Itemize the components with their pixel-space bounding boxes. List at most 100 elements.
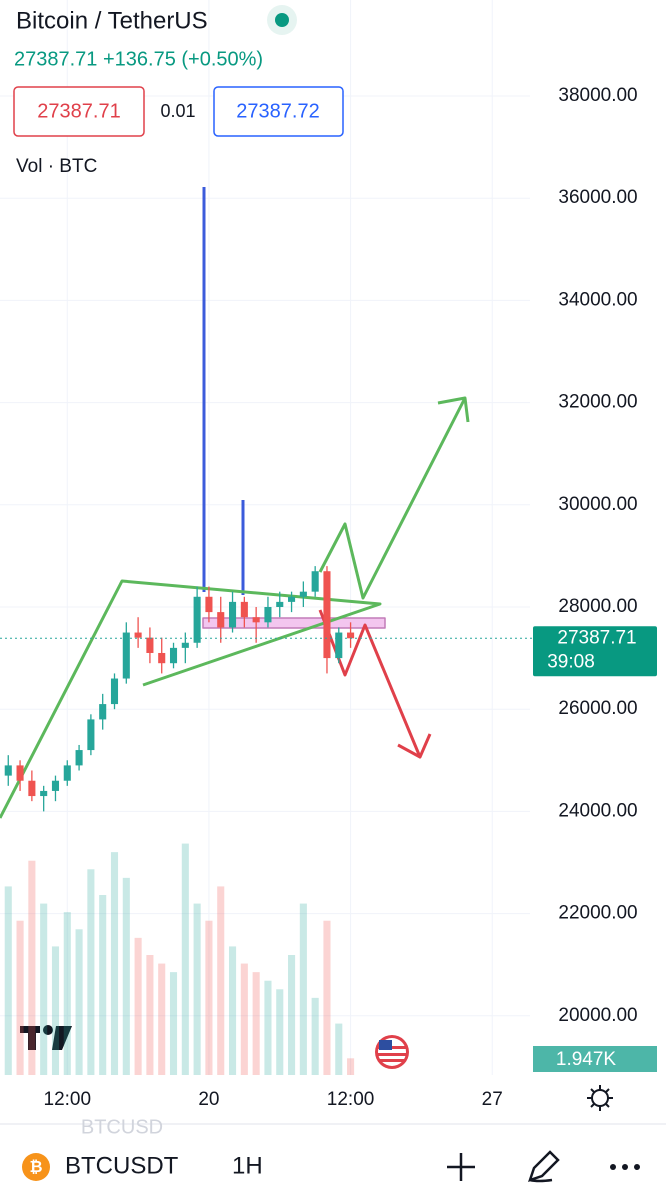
- candle-body: [240, 601, 248, 618]
- candle-body: [75, 750, 83, 766]
- volume-bar: [99, 895, 107, 1075]
- more-icon[interactable]: [610, 1164, 640, 1170]
- candle-body: [51, 780, 60, 791]
- buy-box[interactable]: [213, 86, 344, 137]
- y-tick-label: 26000.00: [558, 698, 637, 719]
- volume-bar: [134, 937, 142, 1075]
- candle-body: [335, 632, 343, 659]
- x-tick-label: 20: [198, 1089, 219, 1110]
- countdown: 39:08: [547, 651, 595, 672]
- up-arrow: [318, 397, 467, 600]
- y-tick-label: 28000.00: [558, 596, 637, 617]
- x-tick-label: 12:00: [327, 1089, 375, 1110]
- volume-bar: [87, 869, 95, 1075]
- volume-bar: [228, 946, 237, 1075]
- toolbar-interval[interactable]: 1H: [232, 1152, 263, 1179]
- price-change: 27387.71 +136.75 (+0.50%): [14, 48, 263, 70]
- volume-bar: [4, 886, 12, 1075]
- y-tick-label: 32000.00: [558, 392, 637, 413]
- x-tick-label: 12:00: [44, 1089, 92, 1110]
- candle-body: [311, 571, 319, 592]
- zone: [202, 617, 386, 629]
- add-icon[interactable]: [447, 1153, 475, 1181]
- logo: [20, 1025, 72, 1050]
- candle-body: [347, 632, 355, 639]
- coin-icon: [22, 1153, 50, 1181]
- sell-box[interactable]: [13, 86, 145, 137]
- candle-body: [276, 601, 284, 607]
- candle-body: [158, 652, 166, 664]
- y-tick-label: 34000.00: [558, 289, 637, 310]
- volume-bar: [347, 1058, 355, 1075]
- candle-body: [16, 765, 24, 781]
- candle-body: [193, 596, 201, 643]
- volume-bar: [335, 1023, 343, 1075]
- volume-bar: [63, 912, 71, 1075]
- arrow-head: [437, 396, 470, 423]
- candle-body: [134, 632, 142, 638]
- volume-bar: [40, 903, 48, 1075]
- volume-bar: [122, 877, 130, 1075]
- triangle: [0, 579, 382, 819]
- candle-body: [40, 790, 48, 797]
- settings-icon[interactable]: [587, 1085, 613, 1111]
- volume-bar: [240, 963, 248, 1075]
- volume-last-box: [533, 1046, 657, 1072]
- volume-bar: [252, 972, 260, 1075]
- status-dot: [275, 13, 289, 27]
- spread: 0.01: [160, 101, 195, 121]
- volume-bar: [205, 920, 213, 1075]
- volume-bar: [16, 920, 24, 1075]
- y-tick-label: 20000.00: [558, 1005, 637, 1026]
- x-tick-label: 27: [482, 1089, 503, 1110]
- ask[interactable]: 27387.72: [236, 100, 319, 122]
- volume-bar: [146, 955, 154, 1075]
- volume-bar: [193, 903, 201, 1075]
- y-tick-label: 38000.00: [558, 85, 637, 106]
- candle-body: [63, 765, 71, 781]
- candle-body: [288, 596, 296, 602]
- candle-body: [205, 596, 213, 613]
- draw-icon[interactable]: [528, 1150, 560, 1183]
- toolbar-symbol[interactable]: BTCUSDT: [65, 1152, 179, 1179]
- volume-bar: [276, 989, 284, 1075]
- candle-body: [217, 612, 225, 628]
- volume-bar: [311, 997, 319, 1075]
- y-tick-label: 24000.00: [558, 800, 637, 821]
- candle-body: [87, 719, 95, 751]
- flag-icon[interactable]: [375, 1035, 409, 1069]
- coin-symbol: ₿: [29, 1158, 42, 1176]
- symbol-title: Bitcoin / TetherUS: [16, 7, 208, 34]
- candle-body: [323, 571, 331, 659]
- volume-label: Vol · BTC: [16, 156, 97, 177]
- candle-body: [28, 780, 36, 797]
- candle-body: [264, 606, 272, 623]
- down-arrow: [318, 609, 422, 758]
- volume-bar: [288, 955, 296, 1075]
- candle-body: [252, 617, 260, 623]
- volume-bar: [75, 929, 83, 1075]
- volume-bar: [51, 946, 60, 1075]
- volume-bar: [217, 886, 225, 1075]
- candle-body: [99, 704, 107, 720]
- bid[interactable]: 27387.71: [37, 100, 120, 122]
- volume-bar: [264, 980, 272, 1075]
- volume-bar: [323, 920, 331, 1075]
- volume-bar: [299, 903, 307, 1075]
- volume-bar: [110, 852, 119, 1075]
- volume-bar: [158, 963, 166, 1075]
- candle-body: [169, 647, 178, 664]
- arrow-head: [397, 733, 432, 759]
- volume-last-label: 1.947K: [556, 1049, 617, 1070]
- candle-body: [122, 632, 130, 679]
- y-tick-label: 30000.00: [558, 494, 637, 515]
- ghost-symbol: BTCUSD: [81, 1116, 163, 1138]
- candle-body: [299, 591, 307, 597]
- candle-body: [181, 642, 189, 648]
- y-tick-label: 40000.00: [558, 0, 637, 4]
- last-price-box: [533, 626, 657, 677]
- candle-body: [228, 601, 237, 628]
- candle-body: [4, 765, 12, 776]
